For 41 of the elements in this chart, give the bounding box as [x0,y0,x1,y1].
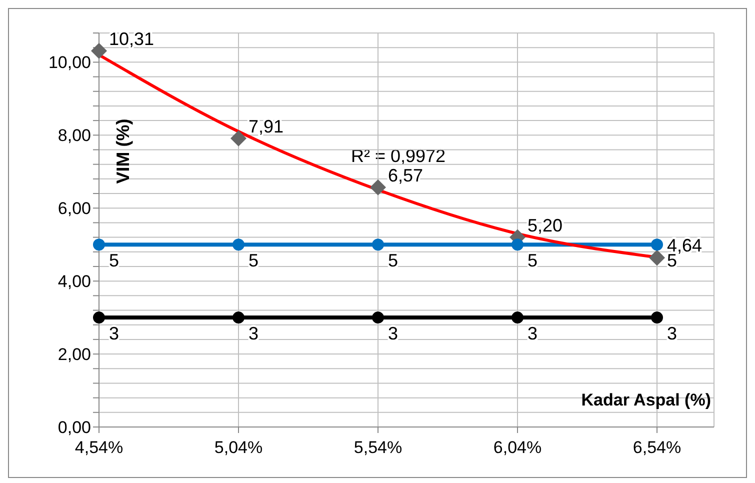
point [372,312,384,324]
point [91,42,107,59]
data-label: 3 [388,324,398,344]
point [232,238,244,251]
point [370,179,386,196]
data-label: 5 [388,250,398,271]
y-tick-label: 8,00 [58,126,91,146]
data-label: 3 [528,324,538,344]
data-label: 3 [667,324,678,344]
x-tick-label: 5,04% [214,438,263,458]
x-axis-title: Kadar Aspal (%) [581,390,711,410]
x-tick-label: 5,54% [354,438,402,458]
point [651,312,663,324]
y-tick-label: 10,00 [48,53,91,72]
y-axis-title: VIM (%) [113,118,133,184]
x-tick-label: 4,54% [74,438,124,458]
data-label: 10,31 [109,28,154,49]
data-label: 5,20 [528,215,563,236]
x-tick-label: 6,04% [493,438,542,458]
data-label: 5 [109,250,120,271]
y-tick-label: 4,00 [58,272,91,292]
y-tick-label: 2,00 [58,345,91,364]
y-tick-label: 0,00 [58,418,91,438]
x-tick-label: 6,54% [632,438,682,458]
point [512,312,524,324]
point [93,312,105,324]
data-label: 7,91 [248,116,284,136]
y-tick-label: 6,00 [58,199,91,218]
point [230,130,246,146]
data-label: 5 [667,250,678,271]
point [512,238,524,251]
point [372,238,384,251]
point [651,238,663,251]
point [93,238,105,251]
data-label: 3 [248,324,259,344]
data-label: 5 [528,250,538,271]
point [649,250,665,266]
point [232,312,244,324]
data-label: 3 [109,324,120,344]
data-label: 6,57 [388,165,424,186]
data-label: 5 [248,250,259,271]
